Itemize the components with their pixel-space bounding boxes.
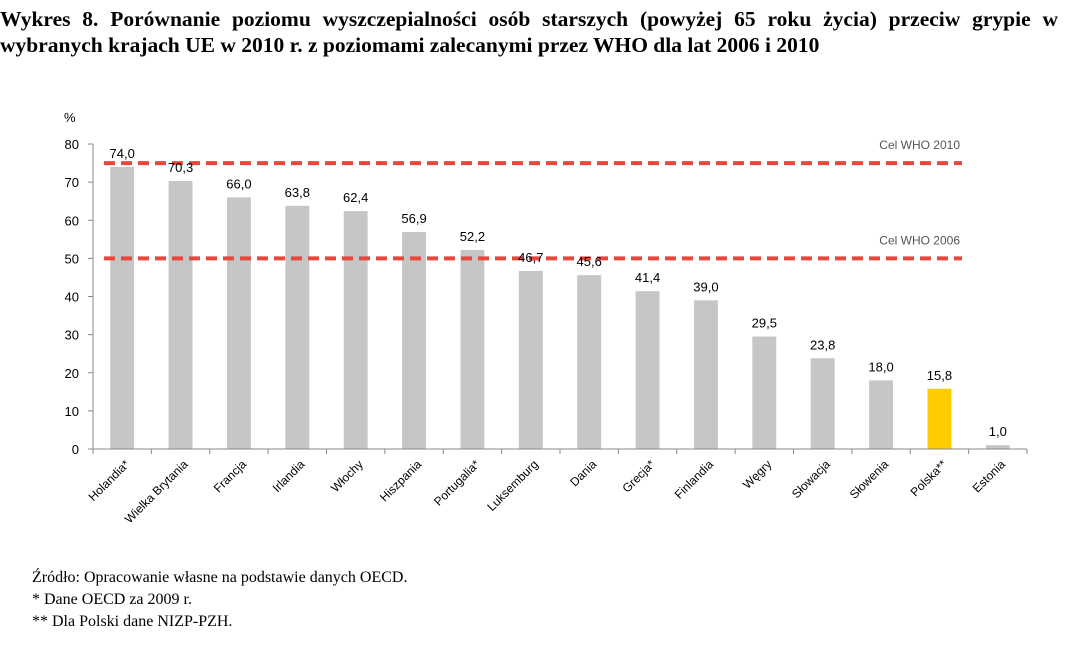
bar	[927, 388, 952, 449]
y-tick-label: 10	[65, 404, 79, 419]
y-tick-label: 20	[65, 366, 79, 381]
bar	[985, 445, 1010, 449]
reference-line-label: Cel WHO 2006	[879, 233, 960, 247]
x-tick-label: Wielka Brytania	[122, 457, 191, 526]
bar	[285, 205, 310, 449]
bar	[168, 180, 193, 449]
bar	[810, 358, 835, 449]
figure-title: Wykres 8. Porównanie poziomu wyszczepial…	[0, 7, 1058, 57]
bar	[402, 232, 427, 449]
data-label: 74,0	[110, 146, 135, 161]
x-tick-label: Hiszpania	[377, 457, 424, 504]
footnote-oecd-2009: * Dane OECD za 2009 r.	[32, 591, 192, 608]
bar	[518, 270, 543, 449]
data-label: 18,0	[868, 359, 893, 374]
bar	[110, 166, 135, 449]
data-label: 29,5	[752, 316, 777, 331]
data-label: 66,0	[226, 176, 251, 191]
bar	[577, 275, 602, 449]
bar	[752, 336, 777, 449]
x-tick-label: Polska**	[908, 457, 950, 499]
bar	[635, 291, 660, 449]
bars-group	[110, 166, 1010, 449]
bar	[226, 197, 251, 449]
x-tick-label: Grecja*	[619, 457, 657, 495]
x-tick-label: Włochy	[328, 457, 366, 495]
x-tick-label: Portugalia*	[431, 457, 483, 509]
data-label: 23,8	[810, 337, 835, 352]
x-tick-label: Słowacja	[789, 457, 833, 501]
data-label: 15,8	[927, 368, 952, 383]
data-label: 62,4	[343, 190, 368, 205]
x-tick-label: Luksemburg	[484, 457, 541, 514]
axes-group	[88, 143, 1028, 454]
bar	[460, 249, 485, 449]
source-note: Źródło: Opracowanie własne na podstawie …	[32, 569, 408, 586]
x-tick-label: Irlandia	[270, 457, 308, 495]
reference-line-label: Cel WHO 2010	[879, 138, 960, 152]
bar	[343, 211, 368, 449]
y-tick-label: 0	[72, 442, 79, 457]
x-tick-label: Holandia*	[86, 457, 133, 504]
data-label: 46,7	[518, 250, 543, 265]
bar	[869, 380, 894, 449]
y-tick-label: 30	[65, 328, 79, 343]
data-label: 39,0	[693, 279, 718, 294]
footnote-poland: ** Dla Polski dane NIZP-PZH.	[32, 613, 233, 630]
y-tick-label: 70	[65, 175, 79, 190]
x-tick-label: Francja	[211, 457, 249, 495]
data-label: 52,2	[460, 229, 485, 244]
y-axis-unit-label: %	[64, 110, 76, 125]
data-label: 56,9	[401, 211, 426, 226]
y-tick-label: 40	[65, 290, 79, 305]
bar-chart: % 0 10 20 30 40 50 60 70 80 74,0 Holandia* 70,3 Wiel…	[64, 110, 1028, 526]
x-tick-label: Słowenia	[847, 457, 892, 502]
source-notes: Źródło: Opracowanie własne na podstawie …	[32, 567, 407, 633]
y-tick-label: 50	[65, 251, 79, 266]
bar	[693, 300, 718, 449]
x-tick-label: Estonia	[970, 457, 1008, 495]
data-label: 41,4	[635, 270, 660, 285]
data-label: 1,0	[989, 424, 1007, 439]
data-label: 70,3	[168, 160, 193, 175]
data-label: 45,6	[577, 254, 602, 269]
reference-lines-group	[104, 161, 962, 261]
x-tick-label: Węgry	[740, 457, 774, 491]
x-tick-label: Finlandia	[672, 457, 717, 502]
y-tick-label: 80	[65, 137, 79, 152]
data-label: 63,8	[285, 185, 310, 200]
y-tick-label: 60	[65, 213, 79, 228]
x-tick-label: Dania	[567, 457, 599, 489]
